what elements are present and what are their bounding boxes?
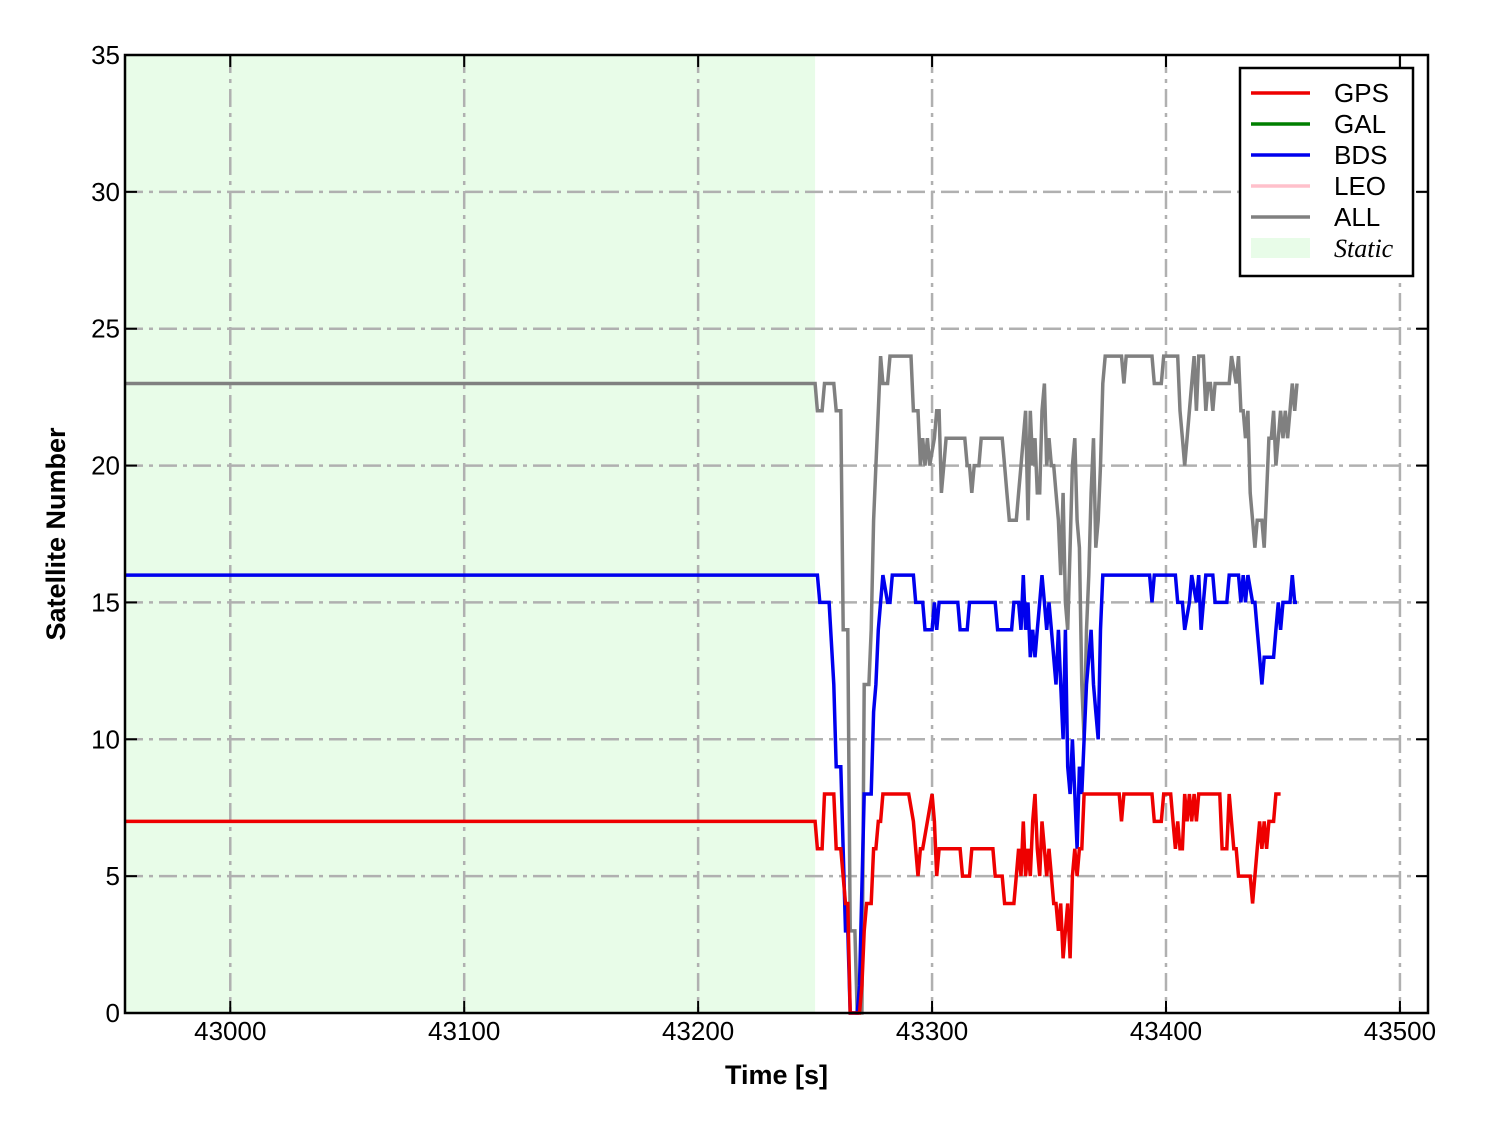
y-tick-label: 15 bbox=[91, 587, 120, 617]
y-tick-label: 0 bbox=[106, 998, 120, 1028]
y-tick-label: 35 bbox=[91, 40, 120, 70]
x-tick-label: 43100 bbox=[428, 1016, 500, 1046]
legend-label-all: ALL bbox=[1334, 202, 1380, 232]
y-tick-label: 20 bbox=[91, 451, 120, 481]
series-lines bbox=[125, 354, 1299, 1015]
y-tick-label: 30 bbox=[91, 177, 120, 207]
legend-swatch-static bbox=[1251, 238, 1310, 258]
y-axis-label: Satellite Number bbox=[41, 427, 71, 641]
legend-label-bds: BDS bbox=[1334, 140, 1387, 170]
series-line-bds bbox=[125, 573, 1297, 1015]
y-tick-label: 25 bbox=[91, 314, 120, 344]
y-tick-label: 5 bbox=[106, 861, 120, 891]
gridlines bbox=[125, 55, 1428, 1013]
legend-label-gal: GAL bbox=[1334, 109, 1386, 139]
y-tick-label: 10 bbox=[91, 724, 120, 754]
axis-ticks: 43000 43100 43200 43300 43400 43500 0 5 10 15 20 25… bbox=[91, 40, 1436, 1046]
x-axis-label: Time [s] bbox=[725, 1060, 828, 1090]
x-tick-label: 43400 bbox=[1130, 1016, 1202, 1046]
series-line-all bbox=[125, 354, 1299, 1015]
legend-label-static: Static bbox=[1334, 234, 1394, 263]
x-tick-label: 43500 bbox=[1364, 1016, 1436, 1046]
series-line-gps bbox=[125, 792, 1281, 1015]
legend-label-gps: GPS bbox=[1334, 78, 1389, 108]
legend-label-leo: LEO bbox=[1334, 171, 1386, 201]
plot-frame bbox=[123, 53, 1430, 1015]
x-tick-label: 43200 bbox=[662, 1016, 734, 1046]
shaded-static-region bbox=[125, 55, 816, 1013]
x-tick-label: 43000 bbox=[194, 1016, 266, 1046]
x-tick-label: 43300 bbox=[896, 1016, 968, 1046]
